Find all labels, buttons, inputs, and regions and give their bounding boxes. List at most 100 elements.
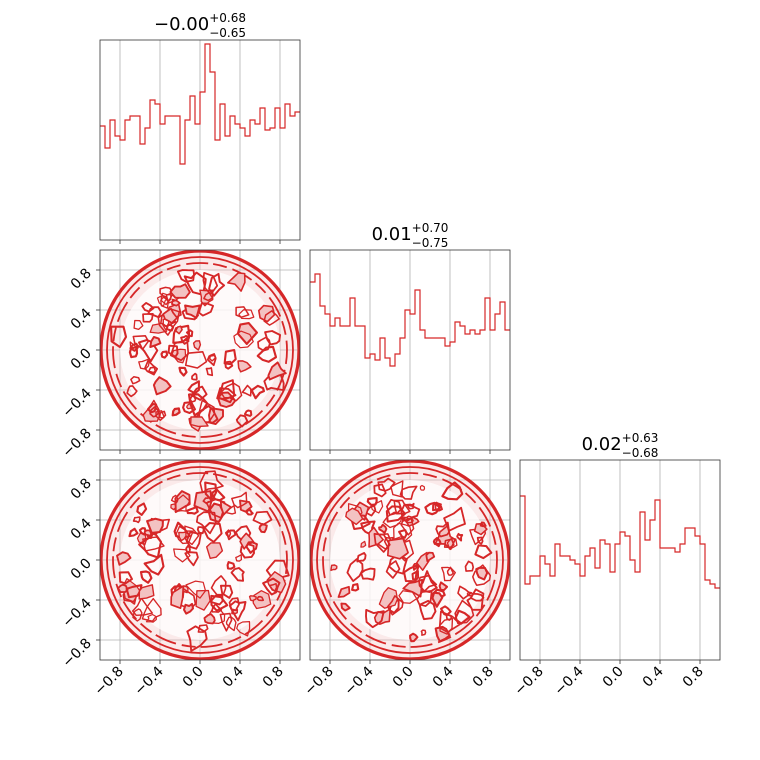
- contour-blob: [400, 503, 421, 522]
- contour-blob: [399, 485, 418, 500]
- histogram-bin: [330, 326, 335, 450]
- contour-blob: [236, 620, 251, 637]
- contour-blob: [178, 531, 187, 542]
- contour-blob: [196, 526, 205, 535]
- contour-blob: [233, 330, 254, 349]
- contour-blob: [184, 351, 208, 369]
- contour-blob: [360, 567, 376, 581]
- contour-line: [310, 460, 510, 660]
- histogram-bin: [145, 128, 150, 240]
- histogram-bin: [125, 120, 130, 240]
- contour-blob: [245, 509, 254, 516]
- contour-blob: [189, 416, 209, 428]
- histogram-panel-1: −0.00+0.68 −0.65: [99, 11, 301, 244]
- contour-blob: [205, 367, 214, 377]
- contour-blob: [235, 554, 243, 562]
- contour-blob: [138, 584, 155, 600]
- histogram-bin: [180, 164, 185, 240]
- histogram-bin: [445, 346, 450, 450]
- histogram-bin: [335, 318, 340, 450]
- histogram-bin: [525, 584, 530, 660]
- contour-blob: [441, 566, 456, 582]
- contour-blob: [144, 359, 159, 376]
- histogram-panel-3: −0.8 −0.4 0.0 0.4 0.8 0.02+0.63 −0.68: [511, 431, 721, 699]
- contour-line: [106, 256, 294, 444]
- histogram-bin: [425, 338, 430, 450]
- contour-blob: [409, 632, 419, 643]
- contour-blob: [474, 544, 493, 560]
- title-minus: −0.68: [622, 446, 659, 460]
- histogram-bin: [110, 120, 115, 240]
- contour-blob: [385, 560, 401, 579]
- histogram-bin: [270, 128, 275, 240]
- contour-blob: [248, 595, 257, 602]
- y-tick-label: −0.8: [59, 636, 94, 671]
- contour-blob: [252, 510, 273, 526]
- contour-blob: [131, 597, 154, 617]
- contour-blob: [479, 521, 487, 528]
- contour-blob: [139, 570, 153, 584]
- y-tick-label: 0.8: [68, 266, 95, 293]
- histogram-bin: [280, 128, 285, 240]
- histogram-bin: [595, 568, 600, 660]
- y-tick-label: 0.4: [68, 305, 95, 332]
- x-tick-label: 0.0: [390, 664, 417, 691]
- contour-blob: [178, 366, 188, 377]
- x-tick-label: 0.8: [470, 664, 497, 691]
- histogram-bin: [410, 314, 415, 450]
- histogram-step-line: [100, 43, 300, 165]
- contour-blob: [256, 595, 265, 602]
- title-median: −0.00: [154, 14, 209, 35]
- histogram-bin: [160, 124, 165, 240]
- contour-blob: [443, 538, 455, 549]
- contour-blob: [472, 564, 492, 586]
- contour-blob: [126, 385, 138, 398]
- title-plus: +0.70: [412, 221, 449, 235]
- title-median: 0.02: [582, 434, 622, 455]
- contour-blob: [128, 527, 139, 538]
- contour-blob: [143, 529, 152, 537]
- contour-line: [100, 250, 300, 450]
- histogram-bin: [275, 108, 280, 240]
- histogram-bin: [470, 330, 475, 450]
- histogram-title: 0.01+0.70 −0.75: [372, 221, 449, 250]
- contour-blob: [373, 483, 387, 498]
- histogram-bin: [440, 338, 445, 450]
- contour-blob: [118, 571, 133, 585]
- histogram-bin: [365, 358, 370, 450]
- title-minus: −0.65: [209, 26, 246, 40]
- contour-blob: [219, 499, 232, 516]
- histogram-bin: [390, 366, 395, 450]
- contour-blob: [237, 360, 252, 373]
- contour-line: [100, 460, 300, 660]
- histogram-bin: [570, 560, 575, 660]
- contour-blob: [262, 577, 281, 596]
- contour-blob: [438, 610, 461, 634]
- contour-blob: [203, 291, 214, 302]
- x-tick-label: −0.8: [91, 664, 126, 699]
- x-tick-label: 0.8: [260, 664, 287, 691]
- histogram-bin: [675, 552, 680, 660]
- contour-blob: [170, 494, 179, 504]
- contour-blob: [418, 599, 437, 621]
- x-tick-label: 0.0: [180, 664, 207, 691]
- histogram-bin: [415, 290, 420, 450]
- contour-blob: [133, 319, 144, 331]
- contour-blob: [398, 590, 418, 604]
- histogram-bin: [590, 548, 595, 660]
- contour-panel-2-3: −0.8 −0.4 0.0 0.4 0.8: [301, 459, 511, 699]
- histogram-bin: [360, 326, 365, 450]
- histogram-bin: [610, 572, 615, 660]
- contour-blob: [340, 602, 351, 612]
- contour-blob: [190, 385, 208, 401]
- histogram-bin: [600, 540, 605, 660]
- contour-blob: [117, 583, 129, 594]
- contour-blob: [132, 516, 141, 524]
- histogram-bin: [100, 126, 105, 240]
- histogram-bin: [395, 354, 400, 450]
- x-tick-label: −0.8: [511, 664, 546, 699]
- contour-blob: [136, 502, 148, 516]
- histogram-bin: [490, 330, 495, 450]
- histogram-bin: [645, 540, 650, 660]
